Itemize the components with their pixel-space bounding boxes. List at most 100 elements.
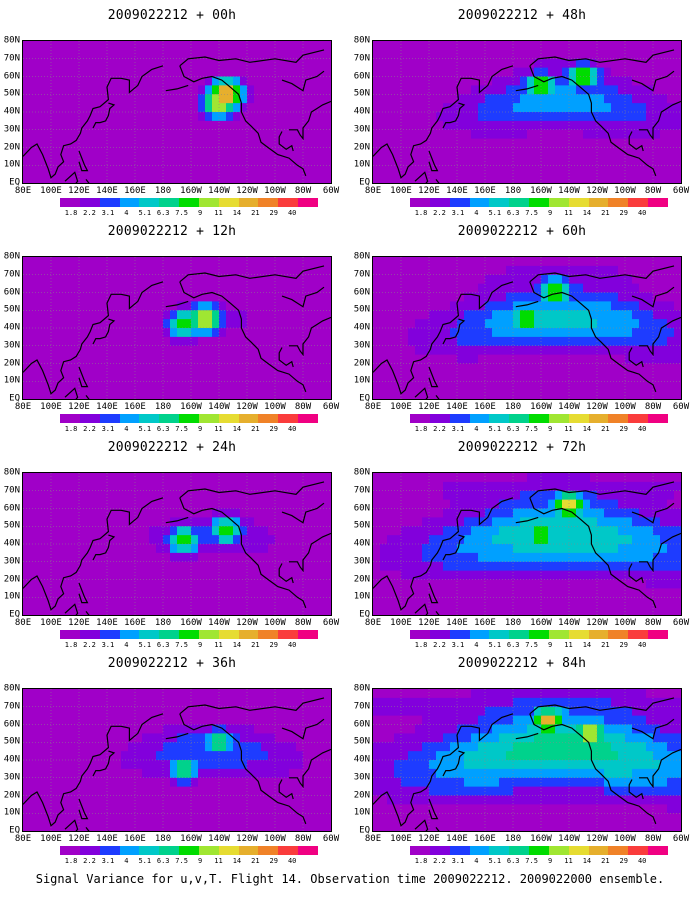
field-cell [72,544,80,554]
field-cell [226,544,234,554]
field-cell [660,292,668,302]
field-cell [317,292,325,302]
field-cell [268,561,276,572]
field-cell [408,570,416,581]
field-cell [317,67,325,78]
field-cell [401,85,409,95]
field-cell [303,795,311,805]
field-cell [205,76,213,86]
field-cell [401,345,409,356]
field-cell [65,768,73,779]
field-cell [569,165,577,175]
field-cell [310,535,318,545]
coastline [64,819,79,831]
field-cell [387,49,395,60]
field-cell [317,706,325,717]
field-cell [289,724,297,734]
field-cell [380,552,388,563]
field-cell [226,579,234,589]
field-cell [422,372,430,382]
field-cell [492,390,500,399]
field-cell [121,552,129,563]
field-cell [184,156,192,166]
field-cell [485,588,493,598]
field-cell [667,49,675,60]
field-cell [86,319,94,329]
field-cell [177,58,185,69]
field-cell [135,112,143,122]
field-cell [611,310,619,320]
field-cell [198,526,206,536]
field-cell [408,120,416,131]
field-cell [324,473,331,483]
field-cell [247,795,255,805]
field-cell [541,257,549,267]
field-cell [408,588,416,598]
field-cell [324,138,331,149]
field-cell [58,822,66,831]
field-cell [639,67,647,78]
field-cell [296,85,304,95]
field-cell [415,381,423,391]
field-cell [674,372,681,382]
field-cell [100,103,108,113]
field-cell [37,58,45,69]
field-cell [646,67,654,78]
field-cell [198,120,206,131]
field-cell [303,274,311,285]
field-cell [415,328,423,338]
field-cell [149,697,157,708]
field-cell [443,301,451,311]
field-cell [233,508,241,518]
field-cell [184,354,192,365]
field-cell [65,715,73,726]
field-cell [177,301,185,311]
field-cell [240,41,248,51]
field-cell [72,552,80,563]
field-cell [37,345,45,356]
field-cell [303,147,311,157]
field-cell [268,147,276,157]
field-cell [590,292,598,302]
field-cell [93,552,101,563]
field-cell [513,328,521,338]
field-cell [282,120,290,131]
field-cell [30,768,38,779]
field-cell [240,535,248,545]
field-cell [37,165,45,175]
field-cell [177,129,185,140]
field-cell [247,41,255,51]
field-cell [324,129,331,140]
field-cell [548,120,556,131]
field-cell [485,129,493,140]
field-cell [135,283,143,294]
field-cell [443,570,451,581]
field-cell [485,526,493,536]
y-tick-label: EQ [359,393,370,404]
field-cell [86,120,94,131]
field-cell [562,265,570,276]
field-cell [163,715,171,726]
field-cell [450,606,458,615]
field-cell [226,103,234,113]
field-cell [128,274,136,285]
field-cell [464,94,472,104]
field-cell [93,381,101,391]
field-cell [149,310,157,320]
field-cell [212,481,220,492]
coastline [289,532,331,573]
field-cell [226,112,234,122]
field-cell [422,381,430,391]
field-cell [583,138,591,149]
field-cell [142,508,150,518]
field-cell [233,265,241,276]
field-cell [282,372,290,382]
field-cell [401,67,409,78]
field-cell [170,363,178,373]
field-cell [128,49,136,60]
field-cell [254,67,262,78]
field-cell [401,579,409,589]
field-cell [457,561,465,572]
field-cell [212,751,220,761]
field-cell [401,535,409,545]
